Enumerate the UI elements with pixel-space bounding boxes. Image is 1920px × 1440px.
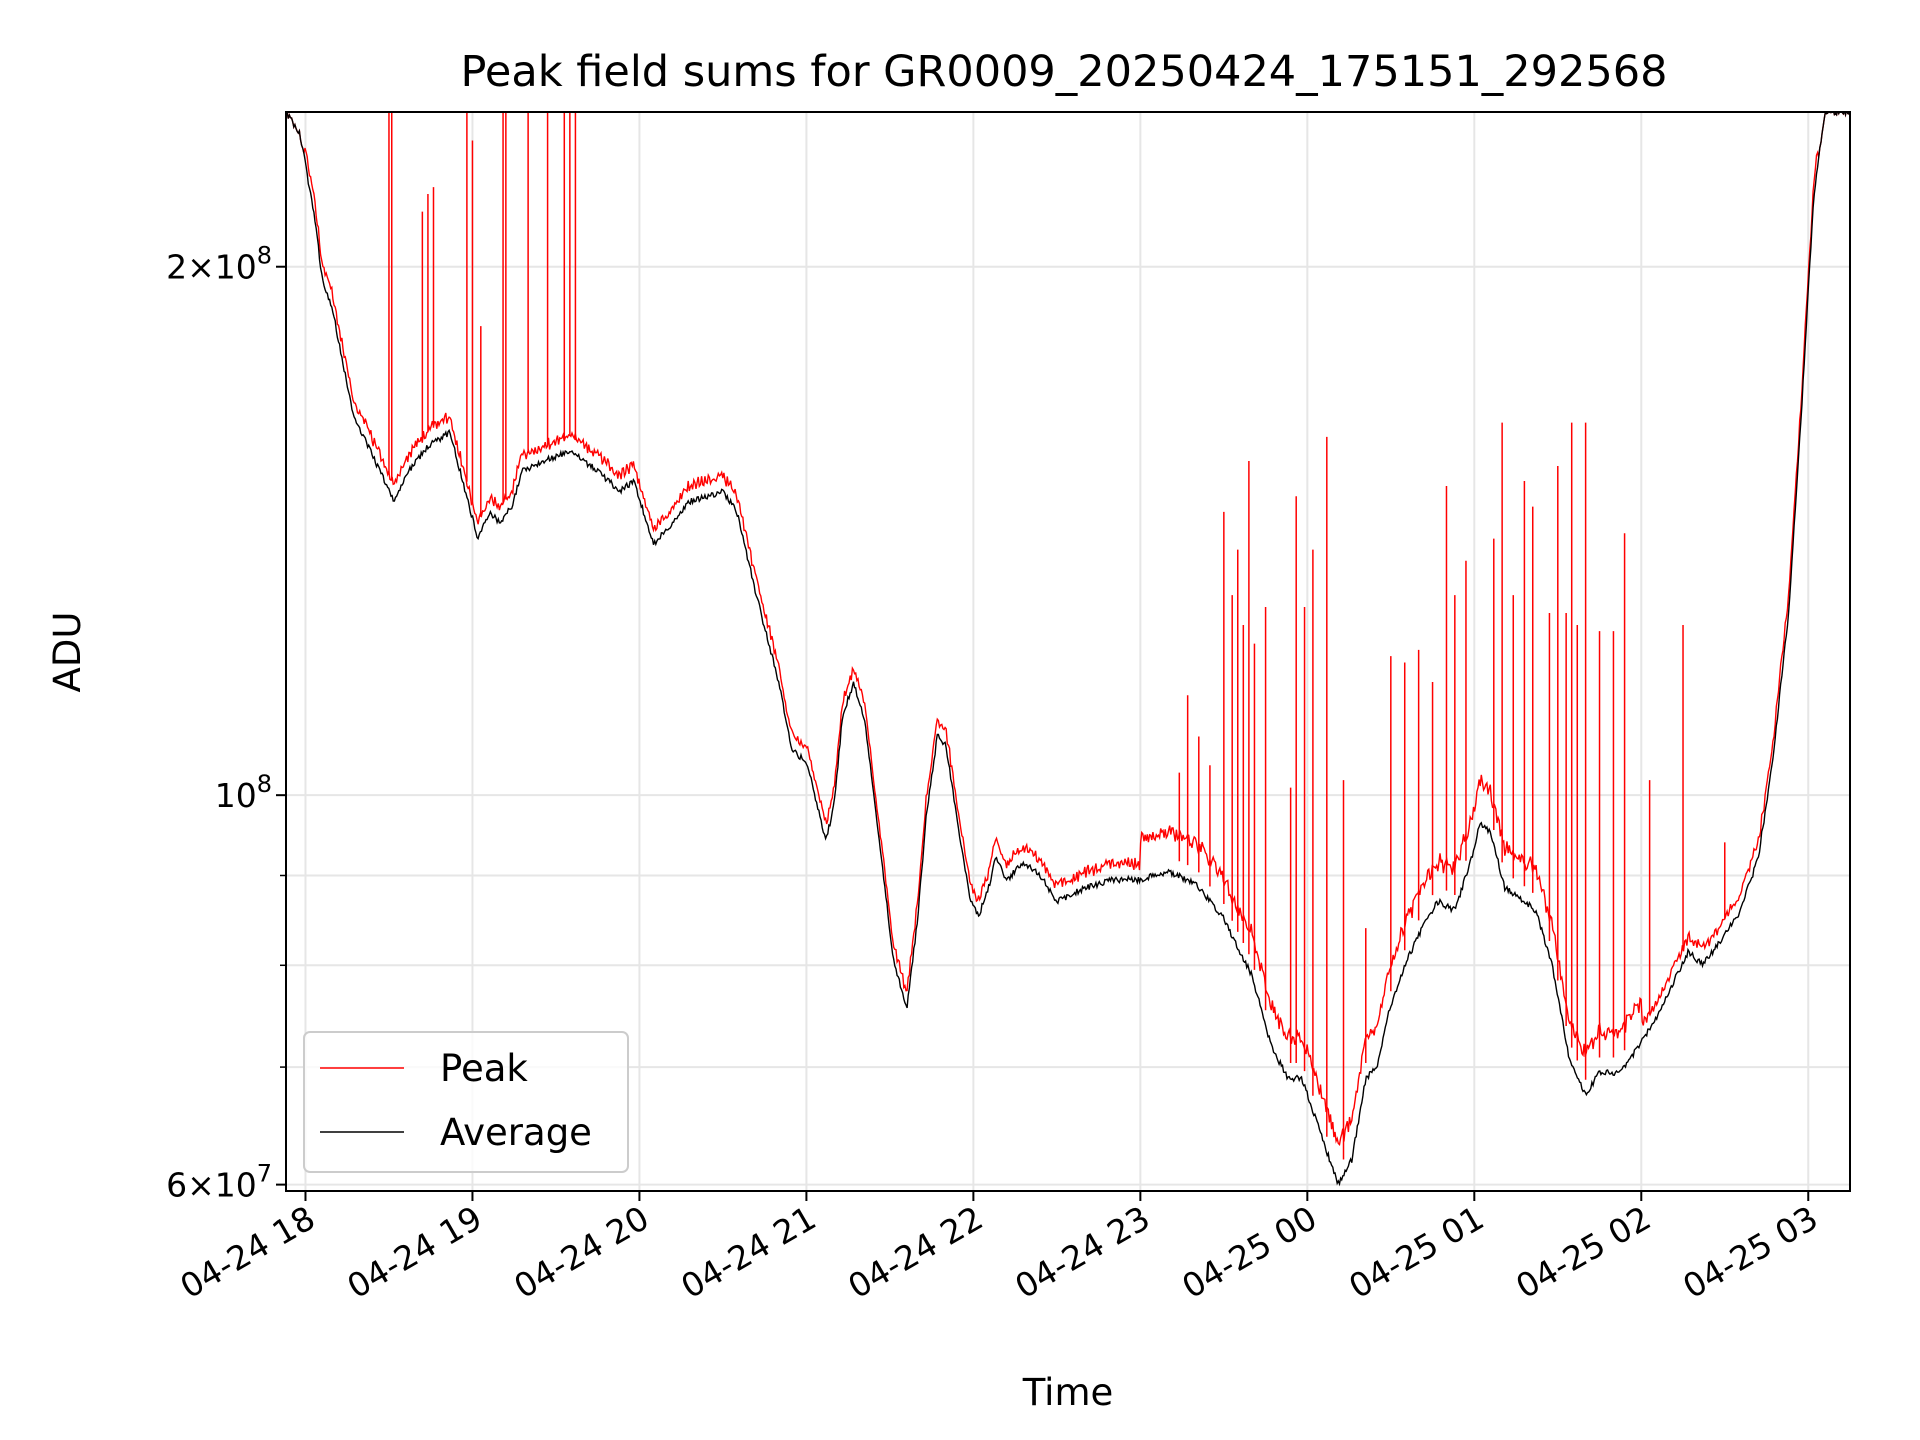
y-tick-label: 6×107	[166, 1160, 272, 1205]
peak-series	[286, 112, 1850, 1160]
y-tick-label: 2×108	[166, 242, 272, 287]
average-line	[286, 112, 1850, 1187]
legend-frame	[303, 1031, 629, 1173]
x-axis-label: Time	[1022, 1371, 1114, 1414]
legend-peak-label: Peak	[440, 1047, 528, 1090]
legend: Peak Average	[303, 1031, 629, 1173]
y-axis: 6×107 108 2×108	[166, 242, 286, 1205]
y-axis-label: ADU	[46, 612, 89, 693]
average-series	[286, 112, 1850, 1187]
legend-average-label: Average	[440, 1111, 592, 1154]
y-tick-label: 108	[215, 770, 272, 815]
chart-title: Peak field sums for GR0009_20250424_1751…	[461, 47, 1668, 97]
plot-frame	[285, 111, 1851, 1192]
peak-baseline-line	[286, 112, 1850, 1147]
plot-lines	[286, 112, 1850, 1187]
